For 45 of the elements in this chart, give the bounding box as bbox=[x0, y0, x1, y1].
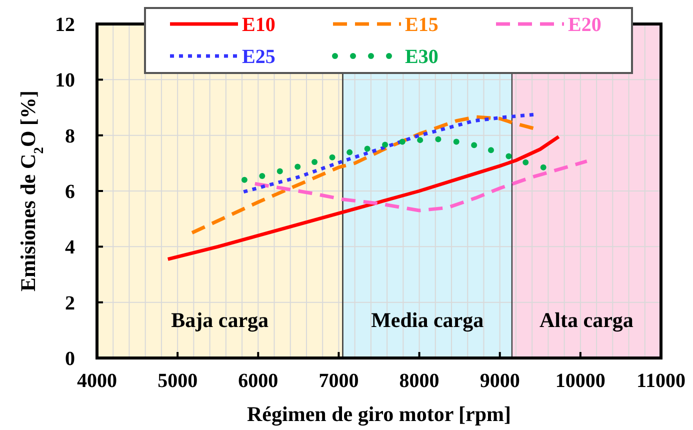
point bbox=[364, 146, 370, 152]
point bbox=[346, 149, 353, 156]
point bbox=[276, 168, 283, 174]
band-label: Alta carga bbox=[540, 308, 634, 332]
x-tick-label: 7000 bbox=[318, 370, 359, 392]
point bbox=[399, 138, 406, 145]
line-series bbox=[253, 159, 589, 212]
point bbox=[312, 159, 318, 166]
legend-label: E25 bbox=[242, 46, 276, 68]
legend-label: E20 bbox=[568, 14, 602, 36]
point bbox=[488, 147, 494, 154]
y-tick-label: 12 bbox=[55, 14, 75, 36]
point bbox=[329, 154, 336, 160]
y-tick-label: 2 bbox=[65, 292, 75, 314]
x-tick-label: 11000 bbox=[636, 370, 686, 392]
legend-label: E10 bbox=[242, 14, 276, 36]
point bbox=[453, 138, 460, 145]
point bbox=[382, 142, 388, 148]
legend-label: E30 bbox=[405, 46, 438, 68]
x-tick-label: 4000 bbox=[77, 370, 117, 392]
point bbox=[471, 142, 478, 148]
point bbox=[435, 136, 442, 142]
point bbox=[417, 137, 424, 144]
y-tick-label: 6 bbox=[65, 181, 75, 203]
x-tick-label: 9000 bbox=[480, 370, 520, 392]
point bbox=[259, 172, 266, 179]
point bbox=[241, 176, 248, 183]
line-series bbox=[190, 115, 536, 234]
band-label: Media carga bbox=[371, 308, 484, 332]
band-label: Baja carga bbox=[171, 308, 270, 332]
line-series bbox=[166, 134, 560, 261]
x-tick-label: 10000 bbox=[555, 370, 606, 392]
y-tick-label: 0 bbox=[65, 348, 75, 370]
x-tick-label: 8000 bbox=[399, 370, 440, 392]
point bbox=[294, 164, 301, 170]
point bbox=[540, 164, 546, 170]
x-tick-label: 5000 bbox=[158, 370, 198, 392]
y-tick-label: 8 bbox=[65, 125, 75, 148]
point bbox=[522, 159, 529, 166]
legend-label: E15 bbox=[405, 14, 438, 36]
point bbox=[506, 153, 512, 160]
x-axis-title: Régimen de giro motor [rpm] bbox=[247, 402, 511, 426]
y-tick-label: 10 bbox=[55, 70, 75, 92]
x-tick-label: 6000 bbox=[238, 370, 278, 392]
y-tick-label: 4 bbox=[65, 236, 75, 259]
